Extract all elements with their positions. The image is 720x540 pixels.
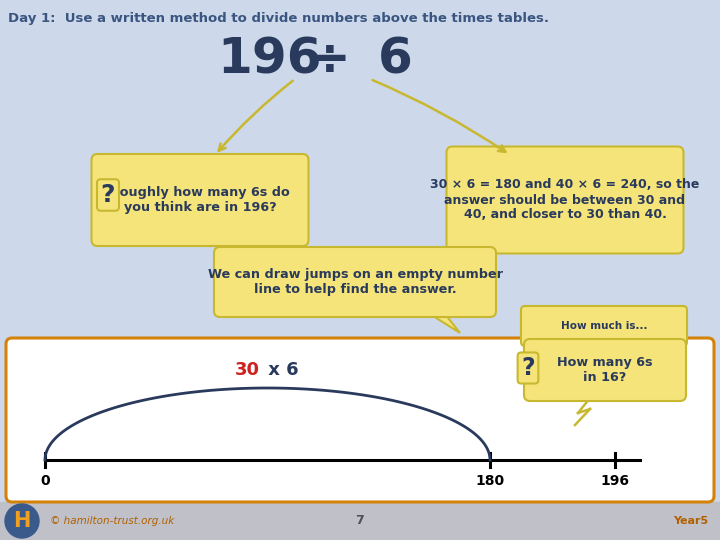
Text: Day 1:  Use a written method to divide numbers above the times tables.: Day 1: Use a written method to divide nu… [8, 12, 549, 25]
Text: Year5: Year5 [673, 516, 708, 526]
Text: © hamilton-trust.org.uk: © hamilton-trust.org.uk [50, 516, 174, 526]
FancyBboxPatch shape [446, 146, 683, 253]
Text: 30 × 6 = 180 and 40 × 6 = 240, so the
answer should be between 30 and
40, and cl: 30 × 6 = 180 and 40 × 6 = 240, so the an… [431, 179, 700, 221]
FancyBboxPatch shape [521, 306, 687, 346]
Text: ?: ? [101, 183, 115, 207]
Text: 0: 0 [40, 474, 50, 488]
Text: 180: 180 [475, 474, 505, 488]
Text: 196: 196 [600, 474, 629, 488]
Bar [0, 502, 720, 540]
FancyBboxPatch shape [524, 339, 686, 401]
Polygon shape [430, 314, 460, 333]
Text: 6: 6 [377, 36, 413, 84]
FancyBboxPatch shape [91, 154, 308, 246]
Text: H: H [13, 511, 31, 531]
FancyBboxPatch shape [6, 338, 714, 502]
Text: ?: ? [521, 356, 535, 380]
Text: How many 6s
in 16?: How many 6s in 16? [557, 356, 653, 384]
FancyBboxPatch shape [214, 247, 496, 317]
Text: 30: 30 [235, 361, 259, 379]
Circle shape [5, 504, 39, 538]
Text: Roughly how many 6s do
you think are in 196?: Roughly how many 6s do you think are in … [110, 186, 290, 214]
Text: ÷: ÷ [309, 36, 351, 84]
Text: x 6: x 6 [263, 361, 299, 379]
Text: We can draw jumps on an empty number
line to help find the answer.: We can draw jumps on an empty number lin… [207, 268, 503, 296]
Text: 7: 7 [356, 515, 364, 528]
Text: 196: 196 [217, 36, 323, 84]
Text: How much is...: How much is... [561, 321, 647, 331]
